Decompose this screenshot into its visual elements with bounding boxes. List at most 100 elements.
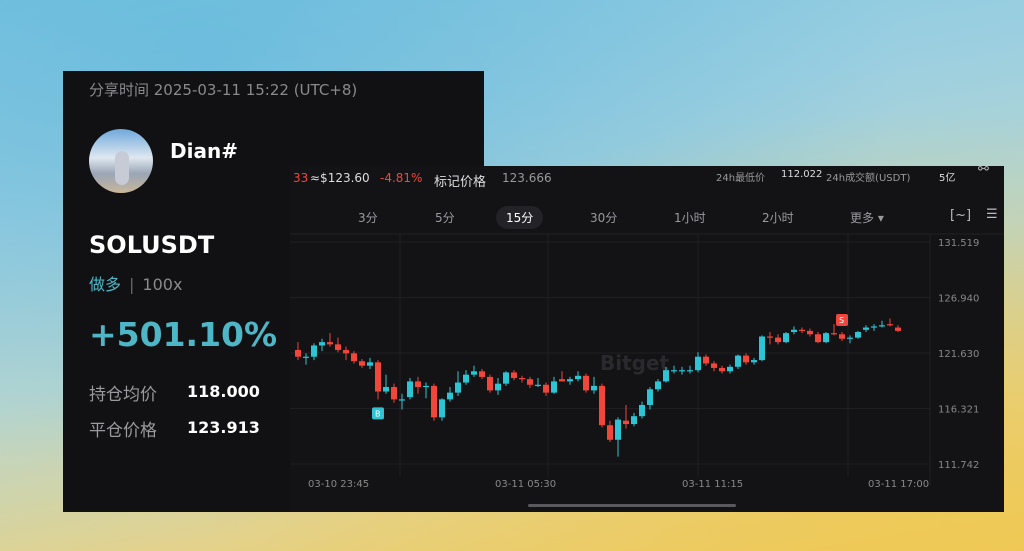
candle-body	[679, 370, 685, 372]
entry-value: 118.000	[187, 382, 260, 401]
indicator-icon[interactable]: [~]	[950, 208, 972, 223]
candle-body	[839, 334, 845, 339]
list-settings-icon[interactable]: ☰	[986, 207, 998, 222]
interval-tab[interactable]: 更多 ▾	[850, 211, 884, 225]
candle-body	[783, 333, 789, 343]
candle-body	[319, 342, 325, 346]
candle-body	[559, 379, 565, 382]
marker-label: B	[375, 409, 381, 418]
symbol: SOLUSDT	[89, 231, 215, 259]
x-tick-label: 03-11 17:00	[868, 479, 929, 490]
candlestick-plot: 131.519 126.940 121.630 116.321 111.742 03-10…	[290, 233, 1004, 490]
candle-body	[519, 378, 525, 380]
candle-body	[823, 333, 829, 343]
position-side: 做多 | 100x	[89, 275, 183, 294]
candle-body	[439, 399, 445, 418]
candle-body	[735, 355, 741, 367]
volume-label: 24h成交额(USDT)	[826, 173, 911, 184]
close-label: 平仓价格	[89, 421, 157, 441]
low-value: 112.022	[781, 169, 823, 180]
y-tick-label: 126.940	[938, 294, 979, 305]
candle-body	[535, 384, 541, 386]
last-price: 33	[293, 171, 309, 185]
interval-tab[interactable]: 1小时	[674, 211, 706, 225]
candle-body	[391, 387, 397, 400]
candle-body	[855, 332, 861, 338]
candle-body	[895, 327, 901, 331]
candle-body	[711, 363, 717, 368]
candle-body	[343, 349, 349, 354]
candle-body	[567, 379, 573, 382]
candle-body	[575, 375, 581, 380]
candle-body	[719, 367, 725, 372]
candle-body	[479, 371, 485, 377]
y-tick-label: 111.742	[938, 460, 979, 471]
candle-body	[791, 329, 797, 333]
avatar	[89, 129, 153, 193]
candle-body	[551, 381, 557, 393]
candle-body	[463, 374, 469, 383]
candle-body	[799, 329, 805, 331]
x-tick-label: 03-11 05:30	[495, 479, 556, 490]
candle-body	[351, 353, 357, 362]
interval-tab[interactable]: 15分	[496, 206, 544, 229]
candle-body	[415, 381, 421, 388]
candle-body	[503, 372, 509, 384]
candle-body	[327, 342, 333, 345]
usd-price: ≈$123.60	[310, 171, 370, 185]
interval-tab[interactable]: 2小时	[762, 211, 794, 225]
buy-marker	[372, 407, 384, 420]
candle-body	[383, 387, 389, 392]
share-time: 分享时间 2025-03-11 15:22 (UTC+8)	[89, 81, 358, 99]
candle-body	[583, 375, 589, 391]
candle-body	[543, 384, 549, 393]
kline-chart-panel: 131.519 126.940 121.630 116.321 111.742 03-10…	[290, 162, 1004, 512]
candle-body	[775, 337, 781, 343]
candle-body	[703, 356, 709, 364]
entry-label: 持仓均价	[89, 385, 157, 405]
candle-body	[487, 376, 493, 391]
candle-body	[295, 349, 301, 357]
candle-body	[871, 326, 877, 328]
candle-body	[815, 334, 821, 343]
candle-body	[303, 356, 309, 358]
candle-body	[663, 370, 669, 382]
candle-body	[687, 370, 693, 372]
volume-value: 5亿	[939, 173, 956, 184]
candle-body	[727, 366, 733, 372]
candle-body	[367, 362, 373, 366]
candle-body	[375, 362, 381, 392]
interval-tab[interactable]: 3分	[358, 211, 378, 225]
candle-body	[671, 370, 677, 372]
candle-body	[431, 385, 437, 418]
candle-body	[759, 336, 765, 361]
x-tick-label: 03-10 23:45	[308, 479, 369, 490]
candle-body	[407, 381, 413, 398]
candle-body	[599, 385, 605, 426]
candle-body	[607, 425, 613, 440]
candle-body	[447, 392, 453, 400]
interval-tab[interactable]: 5分	[435, 211, 455, 225]
sell-marker	[836, 314, 848, 327]
share-icon[interactable]: ⚯	[978, 162, 989, 177]
candle-body	[863, 327, 869, 330]
close-price-row: 平仓价格 123.913	[89, 416, 289, 441]
close-value: 123.913	[187, 418, 260, 437]
candle-body	[743, 355, 749, 363]
scrollbar[interactable]	[528, 504, 736, 507]
candle-body	[831, 333, 837, 335]
candle-body	[359, 361, 365, 366]
candle-body	[455, 382, 461, 393]
candle-body	[847, 337, 853, 339]
candle-body	[495, 383, 501, 391]
candle-body	[631, 416, 637, 425]
candle-body	[311, 345, 317, 357]
pnl-percent: +501.10%	[89, 315, 278, 354]
candle-body	[879, 325, 885, 327]
candle-body	[655, 381, 661, 390]
candle-body	[639, 404, 645, 417]
interval-tab[interactable]: 30分	[590, 211, 618, 225]
y-tick-label: 121.630	[938, 349, 979, 360]
candle-body	[423, 385, 429, 388]
candle-body	[751, 360, 757, 363]
